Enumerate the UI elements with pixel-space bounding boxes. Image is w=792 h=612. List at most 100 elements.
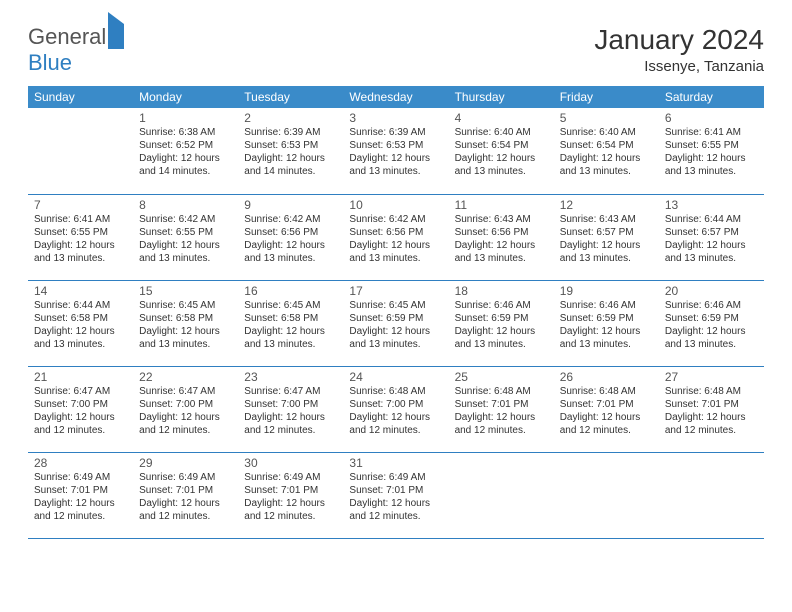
dayname-tue: Tuesday bbox=[238, 86, 343, 108]
day-number: 12 bbox=[560, 198, 653, 212]
calendar-cell: 17Sunrise: 6:45 AMSunset: 6:59 PMDayligh… bbox=[343, 280, 448, 366]
calendar-cell: 14Sunrise: 6:44 AMSunset: 6:58 PMDayligh… bbox=[28, 280, 133, 366]
dayname-thu: Thursday bbox=[449, 86, 554, 108]
cell-dl: Daylight: 12 hours and 12 minutes. bbox=[34, 411, 127, 437]
day-number: 22 bbox=[139, 370, 232, 384]
calendar-cell: 15Sunrise: 6:45 AMSunset: 6:58 PMDayligh… bbox=[133, 280, 238, 366]
day-number: 2 bbox=[244, 111, 337, 125]
calendar-cell: 2Sunrise: 6:39 AMSunset: 6:53 PMDaylight… bbox=[238, 108, 343, 194]
day-number: 8 bbox=[139, 198, 232, 212]
cell-ss: Sunset: 6:59 PM bbox=[665, 312, 758, 325]
day-number: 1 bbox=[139, 111, 232, 125]
cell-sr: Sunrise: 6:48 AM bbox=[349, 385, 442, 398]
calendar-cell bbox=[659, 452, 764, 538]
calendar-cell: 30Sunrise: 6:49 AMSunset: 7:01 PMDayligh… bbox=[238, 452, 343, 538]
calendar-cell bbox=[28, 108, 133, 194]
day-number: 3 bbox=[349, 111, 442, 125]
cell-ss: Sunset: 6:58 PM bbox=[139, 312, 232, 325]
cell-dl: Daylight: 12 hours and 12 minutes. bbox=[139, 497, 232, 523]
cell-dl: Daylight: 12 hours and 12 minutes. bbox=[139, 411, 232, 437]
calendar-cell: 16Sunrise: 6:45 AMSunset: 6:58 PMDayligh… bbox=[238, 280, 343, 366]
logo-text: General Blue bbox=[28, 24, 124, 76]
calendar-cell: 27Sunrise: 6:48 AMSunset: 7:01 PMDayligh… bbox=[659, 366, 764, 452]
calendar-cell: 20Sunrise: 6:46 AMSunset: 6:59 PMDayligh… bbox=[659, 280, 764, 366]
cell-sr: Sunrise: 6:49 AM bbox=[349, 471, 442, 484]
title-block: January 2024 Issenye, Tanzania bbox=[594, 24, 764, 75]
dayname-wed: Wednesday bbox=[343, 86, 448, 108]
cell-sr: Sunrise: 6:42 AM bbox=[244, 213, 337, 226]
day-number: 6 bbox=[665, 111, 758, 125]
cell-ss: Sunset: 6:52 PM bbox=[139, 139, 232, 152]
calendar-cell: 18Sunrise: 6:46 AMSunset: 6:59 PMDayligh… bbox=[449, 280, 554, 366]
calendar-cell: 11Sunrise: 6:43 AMSunset: 6:56 PMDayligh… bbox=[449, 194, 554, 280]
cell-dl: Daylight: 12 hours and 13 minutes. bbox=[455, 325, 548, 351]
calendar-cell: 6Sunrise: 6:41 AMSunset: 6:55 PMDaylight… bbox=[659, 108, 764, 194]
calendar-cell: 28Sunrise: 6:49 AMSunset: 7:01 PMDayligh… bbox=[28, 452, 133, 538]
cell-dl: Daylight: 12 hours and 14 minutes. bbox=[244, 152, 337, 178]
cell-sr: Sunrise: 6:40 AM bbox=[455, 126, 548, 139]
cell-ss: Sunset: 7:00 PM bbox=[139, 398, 232, 411]
cell-sr: Sunrise: 6:46 AM bbox=[455, 299, 548, 312]
cell-ss: Sunset: 6:55 PM bbox=[665, 139, 758, 152]
calendar-cell: 5Sunrise: 6:40 AMSunset: 6:54 PMDaylight… bbox=[554, 108, 659, 194]
cell-dl: Daylight: 12 hours and 13 minutes. bbox=[665, 152, 758, 178]
cell-sr: Sunrise: 6:45 AM bbox=[244, 299, 337, 312]
cell-ss: Sunset: 6:54 PM bbox=[560, 139, 653, 152]
cell-ss: Sunset: 6:59 PM bbox=[455, 312, 548, 325]
cell-dl: Daylight: 12 hours and 13 minutes. bbox=[34, 325, 127, 351]
day-number: 4 bbox=[455, 111, 548, 125]
cell-dl: Daylight: 12 hours and 12 minutes. bbox=[349, 411, 442, 437]
cell-sr: Sunrise: 6:41 AM bbox=[34, 213, 127, 226]
cell-ss: Sunset: 6:57 PM bbox=[665, 226, 758, 239]
cell-sr: Sunrise: 6:49 AM bbox=[139, 471, 232, 484]
calendar-cell: 13Sunrise: 6:44 AMSunset: 6:57 PMDayligh… bbox=[659, 194, 764, 280]
calendar-table: Sunday Monday Tuesday Wednesday Thursday… bbox=[28, 86, 764, 539]
cell-dl: Daylight: 12 hours and 13 minutes. bbox=[560, 325, 653, 351]
logo-part1: General bbox=[28, 24, 106, 49]
day-number: 19 bbox=[560, 284, 653, 298]
cell-ss: Sunset: 7:01 PM bbox=[139, 484, 232, 497]
day-number: 14 bbox=[34, 284, 127, 298]
cell-dl: Daylight: 12 hours and 12 minutes. bbox=[34, 497, 127, 523]
cell-dl: Daylight: 12 hours and 13 minutes. bbox=[34, 239, 127, 265]
calendar-cell bbox=[554, 452, 659, 538]
day-number: 21 bbox=[34, 370, 127, 384]
cell-ss: Sunset: 6:54 PM bbox=[455, 139, 548, 152]
cell-ss: Sunset: 6:59 PM bbox=[349, 312, 442, 325]
cell-ss: Sunset: 7:00 PM bbox=[244, 398, 337, 411]
cell-ss: Sunset: 6:56 PM bbox=[244, 226, 337, 239]
cell-dl: Daylight: 12 hours and 12 minutes. bbox=[244, 411, 337, 437]
calendar-cell: 22Sunrise: 6:47 AMSunset: 7:00 PMDayligh… bbox=[133, 366, 238, 452]
cell-ss: Sunset: 7:01 PM bbox=[34, 484, 127, 497]
location: Issenye, Tanzania bbox=[594, 58, 764, 75]
cell-dl: Daylight: 12 hours and 12 minutes. bbox=[560, 411, 653, 437]
cell-sr: Sunrise: 6:49 AM bbox=[34, 471, 127, 484]
calendar-cell: 12Sunrise: 6:43 AMSunset: 6:57 PMDayligh… bbox=[554, 194, 659, 280]
calendar-cell: 7Sunrise: 6:41 AMSunset: 6:55 PMDaylight… bbox=[28, 194, 133, 280]
cell-sr: Sunrise: 6:48 AM bbox=[560, 385, 653, 398]
calendar-cell: 9Sunrise: 6:42 AMSunset: 6:56 PMDaylight… bbox=[238, 194, 343, 280]
calendar-cell: 4Sunrise: 6:40 AMSunset: 6:54 PMDaylight… bbox=[449, 108, 554, 194]
cell-dl: Daylight: 12 hours and 13 minutes. bbox=[349, 325, 442, 351]
cell-dl: Daylight: 12 hours and 13 minutes. bbox=[560, 239, 653, 265]
day-number: 16 bbox=[244, 284, 337, 298]
cell-ss: Sunset: 7:01 PM bbox=[349, 484, 442, 497]
cell-sr: Sunrise: 6:48 AM bbox=[665, 385, 758, 398]
calendar-week-row: 7Sunrise: 6:41 AMSunset: 6:55 PMDaylight… bbox=[28, 194, 764, 280]
calendar-cell: 3Sunrise: 6:39 AMSunset: 6:53 PMDaylight… bbox=[343, 108, 448, 194]
cell-sr: Sunrise: 6:45 AM bbox=[139, 299, 232, 312]
day-number: 31 bbox=[349, 456, 442, 470]
calendar-header-row: Sunday Monday Tuesday Wednesday Thursday… bbox=[28, 86, 764, 108]
cell-dl: Daylight: 12 hours and 12 minutes. bbox=[244, 497, 337, 523]
cell-sr: Sunrise: 6:39 AM bbox=[244, 126, 337, 139]
day-number: 23 bbox=[244, 370, 337, 384]
dayname-sun: Sunday bbox=[28, 86, 133, 108]
dayname-sat: Saturday bbox=[659, 86, 764, 108]
cell-sr: Sunrise: 6:44 AM bbox=[665, 213, 758, 226]
cell-sr: Sunrise: 6:41 AM bbox=[665, 126, 758, 139]
cell-dl: Daylight: 12 hours and 13 minutes. bbox=[244, 239, 337, 265]
cell-dl: Daylight: 12 hours and 13 minutes. bbox=[139, 325, 232, 351]
day-number: 11 bbox=[455, 198, 548, 212]
cell-ss: Sunset: 7:01 PM bbox=[455, 398, 548, 411]
cell-dl: Daylight: 12 hours and 12 minutes. bbox=[349, 497, 442, 523]
